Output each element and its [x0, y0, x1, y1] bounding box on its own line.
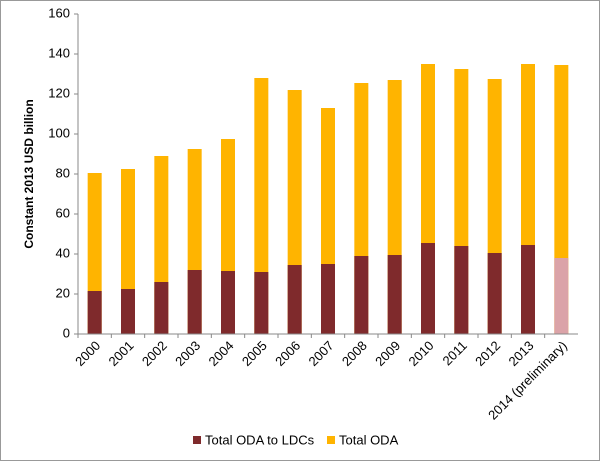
legend-label: Total ODA to LDCs	[205, 432, 315, 447]
y-axis-label: Constant 2013 USD billion	[22, 99, 36, 248]
bar	[487, 253, 502, 334]
bar	[421, 243, 435, 334]
y-tick-label: 20	[56, 285, 70, 300]
bar	[387, 255, 402, 334]
y-tick-label: 120	[48, 85, 70, 100]
bar	[454, 246, 469, 334]
legend-label: Total ODA	[339, 432, 399, 447]
y-tick-label: 80	[56, 165, 70, 180]
y-tick-label: 160	[48, 5, 70, 20]
bar	[121, 289, 135, 334]
y-tick-label: 100	[48, 125, 70, 140]
bar	[521, 245, 535, 334]
y-tick-label: 40	[56, 245, 70, 260]
bar	[554, 258, 569, 334]
y-tick-label: 0	[63, 325, 70, 340]
y-tick-label: 60	[56, 205, 70, 220]
bar	[254, 272, 269, 334]
bar	[254, 78, 269, 334]
bar	[87, 291, 102, 334]
bar	[354, 256, 369, 334]
bar	[287, 265, 302, 334]
bar	[221, 271, 235, 334]
legend-swatch	[327, 436, 335, 444]
legend-swatch	[193, 436, 201, 444]
y-tick-label: 140	[48, 45, 70, 60]
bar	[187, 270, 202, 334]
bar	[321, 264, 335, 334]
bar	[154, 282, 169, 334]
